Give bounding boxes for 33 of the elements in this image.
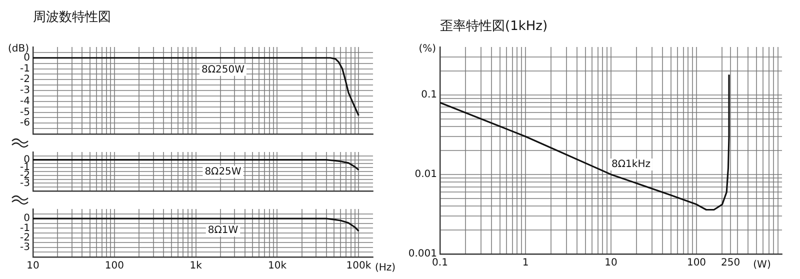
y-tick-label: -3 — [20, 178, 30, 189]
x-tick-label: 100k — [346, 260, 372, 272]
x-tick-label: 100 — [104, 260, 124, 272]
y-tick-label: 0 — [24, 213, 30, 224]
y-tick-label: -1 — [20, 222, 30, 234]
y-tick-label: -3 — [20, 85, 30, 96]
series-label: 8Ω1W — [208, 225, 238, 236]
x-tick-label: 100 — [686, 258, 706, 269]
y-tick-label: -2 — [20, 74, 30, 86]
y-tick-label: 0.1 — [421, 89, 437, 100]
x-axis-title: (W) — [753, 260, 771, 271]
x-tick-label: 1 — [522, 258, 529, 269]
y-tick-label: -1 — [20, 63, 30, 74]
x-axis-title: (Hz) — [375, 262, 396, 274]
x-tick-label: 10k — [268, 260, 287, 272]
y-tick-label: -4 — [20, 96, 30, 107]
series-label: 8Ω1kHz — [612, 159, 650, 170]
y-tick-label: -5 — [20, 106, 30, 118]
y-tick-label: -6 — [20, 118, 30, 129]
y-tick-label: 0 — [24, 52, 30, 64]
chart-title: 歪率特性図(1kHz) — [440, 19, 548, 35]
y-axis-title: (%) — [418, 44, 436, 55]
series-label: 8Ω25W — [204, 166, 242, 178]
y-tick-label: -3 — [20, 242, 30, 253]
chart-title: 周波数特性図 — [33, 10, 111, 26]
x-tick-label: 1k — [190, 260, 202, 272]
x-tick-label: 10 — [604, 258, 618, 269]
y-tick-label: -2 — [20, 232, 30, 244]
x-tick-label: 250 — [720, 258, 740, 269]
x-tick-label: 10 — [26, 260, 40, 272]
series-label: 8Ω250W — [202, 64, 245, 76]
x-tick-label: 0.1 — [432, 258, 448, 269]
y-tick-label: 0.01 — [414, 169, 437, 180]
